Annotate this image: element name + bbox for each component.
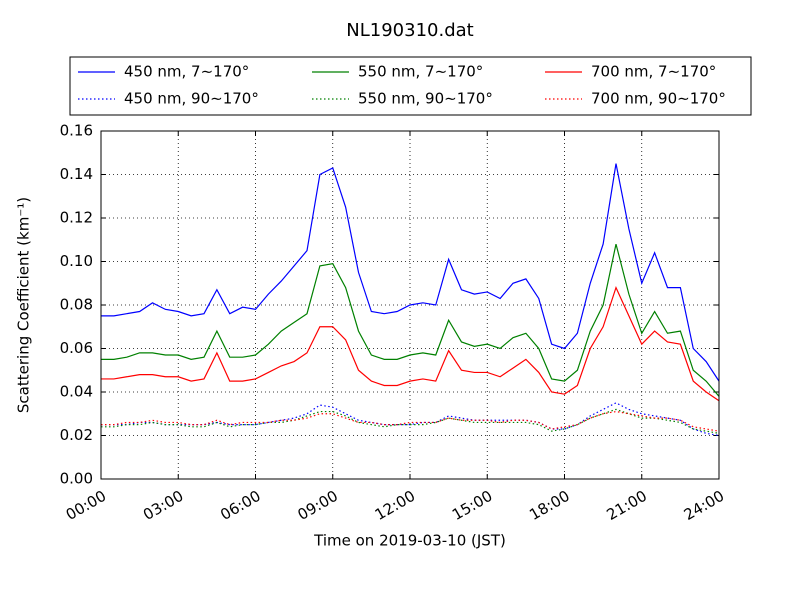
plot-frame: [100, 130, 720, 480]
y-axis-label: Scattering Coefficient (km⁻¹): [15, 197, 33, 413]
y-tick-label: 0.02: [60, 426, 93, 444]
legend-label: 700 nm, 90∼170°: [591, 90, 726, 108]
chart-title: NL190310.dat: [346, 20, 473, 41]
legend-label: 450 nm, 90∼170°: [124, 90, 259, 108]
y-tick-label: 0.08: [60, 296, 93, 314]
legend-label: 700 nm, 7∼170°: [591, 63, 716, 81]
series-line: [101, 163, 720, 382]
legend-label: 550 nm, 90∼170°: [358, 90, 493, 108]
legend-label: 550 nm, 7∼170°: [358, 63, 483, 81]
y-tick-label: 0.04: [60, 383, 93, 401]
x-axis-label: Time on 2019-03-10 (JST): [313, 532, 506, 550]
series-line: [101, 285, 720, 402]
legend-label: 450 nm, 7∼170°: [124, 63, 249, 81]
y-tick-label: 0.00: [60, 470, 93, 488]
y-tick-label: 0.16: [60, 122, 93, 140]
y-tick-label: 0.14: [60, 165, 93, 183]
series-line: [101, 243, 720, 397]
y-tick-label: 0.10: [60, 252, 93, 270]
series-line: [101, 408, 720, 434]
y-tick-label: 0.06: [60, 339, 93, 357]
legend-box: [69, 56, 752, 116]
series-line: [101, 402, 720, 437]
y-tick-label: 0.12: [60, 209, 93, 227]
